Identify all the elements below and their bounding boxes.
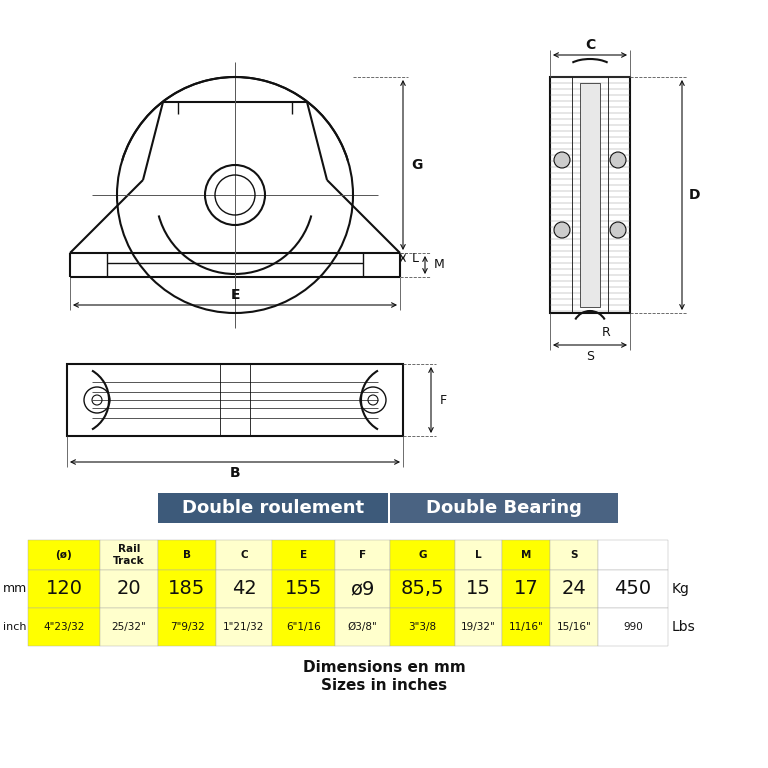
Text: E: E [300, 550, 307, 560]
Text: 155: 155 [285, 580, 323, 598]
Text: L: L [412, 251, 419, 264]
Text: 6"1/16: 6"1/16 [286, 622, 321, 632]
Bar [158, 540, 216, 570]
Bar [455, 540, 502, 570]
Text: Rail
Track: Rail Track [113, 545, 145, 566]
Bar [100, 570, 158, 608]
Bar [216, 608, 272, 646]
Bar [390, 570, 455, 608]
Text: 7"9/32: 7"9/32 [170, 622, 204, 632]
Text: 4"23/32: 4"23/32 [43, 622, 84, 632]
Bar [335, 608, 390, 646]
Bar [550, 570, 598, 608]
Bar [455, 570, 502, 608]
Text: (ø): (ø) [55, 550, 72, 560]
Bar [502, 540, 550, 570]
Text: Double Bearing: Double Bearing [426, 499, 582, 517]
Text: 120: 120 [45, 580, 82, 598]
Text: 17: 17 [514, 580, 538, 598]
Text: 15: 15 [466, 580, 491, 598]
Bar [598, 540, 668, 570]
Text: C: C [585, 38, 595, 52]
Text: 11/16": 11/16" [508, 622, 544, 632]
Bar [390, 493, 618, 523]
Text: Sizes in inches: Sizes in inches [321, 678, 447, 694]
Text: inch: inch [3, 622, 27, 632]
Bar [158, 493, 388, 523]
Text: 19/32": 19/32" [461, 622, 496, 632]
Text: D: D [689, 188, 700, 202]
Bar [455, 608, 502, 646]
Bar [335, 570, 390, 608]
Text: R: R [601, 326, 611, 339]
Text: B: B [230, 466, 240, 480]
Circle shape [610, 152, 626, 168]
Bar [216, 570, 272, 608]
Text: C: C [240, 550, 248, 560]
Text: S: S [586, 349, 594, 362]
Bar [216, 540, 272, 570]
Text: S: S [571, 550, 578, 560]
Text: 3"3/8: 3"3/8 [409, 622, 436, 632]
Text: F: F [439, 393, 446, 406]
Bar [580, 83, 600, 307]
Bar [272, 608, 335, 646]
Bar [598, 608, 668, 646]
Bar [158, 570, 216, 608]
Text: 15/16": 15/16" [557, 622, 591, 632]
Text: G: G [419, 550, 427, 560]
Bar [550, 608, 598, 646]
Bar [598, 570, 668, 608]
Text: 85,5: 85,5 [401, 580, 444, 598]
Bar [28, 608, 100, 646]
Text: ø9: ø9 [350, 580, 375, 598]
Text: mm: mm [3, 582, 27, 595]
Text: 25/32": 25/32" [111, 622, 147, 632]
Bar [28, 570, 100, 608]
Bar [502, 570, 550, 608]
Text: 1"21/32: 1"21/32 [223, 622, 265, 632]
Text: Kg: Kg [672, 582, 690, 596]
Bar [100, 540, 158, 570]
Text: B: B [183, 550, 191, 560]
Text: G: G [412, 158, 422, 172]
Bar [550, 77, 630, 313]
Text: M: M [434, 259, 445, 272]
Text: Lbs: Lbs [672, 620, 696, 634]
Bar [502, 608, 550, 646]
Text: 450: 450 [614, 580, 651, 598]
Circle shape [610, 222, 626, 238]
Text: Dimensions en mm: Dimensions en mm [303, 660, 465, 676]
Text: L: L [475, 550, 482, 560]
Text: 185: 185 [168, 580, 206, 598]
Bar [67, 364, 403, 436]
Text: Double roulement: Double roulement [182, 499, 364, 517]
Bar [158, 608, 216, 646]
Text: Ø3/8": Ø3/8" [348, 622, 377, 632]
Text: 990: 990 [623, 622, 643, 632]
Bar [335, 540, 390, 570]
Text: M: M [521, 550, 531, 560]
Bar [28, 540, 100, 570]
Bar [272, 570, 335, 608]
Bar [550, 540, 598, 570]
Text: 42: 42 [232, 580, 257, 598]
Text: 20: 20 [117, 580, 141, 598]
Circle shape [554, 152, 570, 168]
Text: 24: 24 [561, 580, 587, 598]
Bar [390, 608, 455, 646]
Text: E: E [230, 288, 240, 302]
Text: F: F [359, 550, 366, 560]
Bar [390, 540, 455, 570]
Bar [272, 540, 335, 570]
Bar [100, 608, 158, 646]
Circle shape [554, 222, 570, 238]
